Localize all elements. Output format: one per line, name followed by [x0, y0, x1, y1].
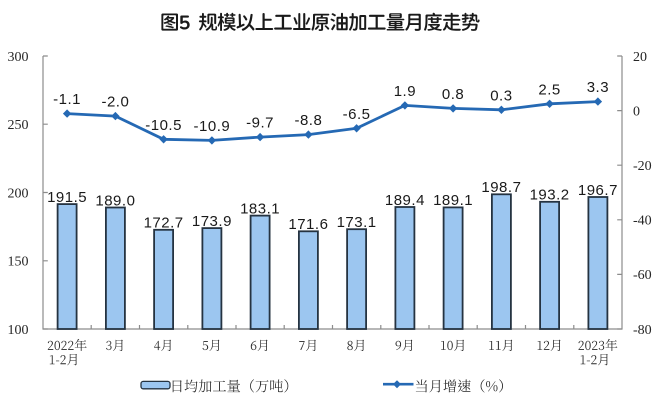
svg-text:173.9: 173.9: [192, 213, 232, 230]
svg-text:189.4: 189.4: [385, 192, 425, 209]
svg-text:100: 100: [8, 323, 29, 338]
svg-text:0: 0: [633, 104, 640, 119]
svg-text:-1.1: -1.1: [53, 91, 81, 108]
svg-text:198.7: 198.7: [481, 179, 521, 196]
svg-text:0.3: 0.3: [490, 87, 512, 104]
svg-text:-60: -60: [633, 268, 652, 283]
svg-text:-10.9: -10.9: [194, 118, 231, 135]
svg-text:150: 150: [8, 255, 29, 270]
svg-text:191.5: 191.5: [47, 189, 87, 206]
svg-text:-40: -40: [633, 214, 652, 229]
svg-text:196.7: 196.7: [578, 182, 618, 199]
svg-text:20: 20: [633, 50, 647, 65]
svg-text:-8.8: -8.8: [294, 112, 322, 129]
svg-text:-20: -20: [633, 159, 652, 174]
svg-text:3.3: 3.3: [587, 79, 609, 96]
svg-text:-2.0: -2.0: [101, 94, 129, 111]
svg-text:193.2: 193.2: [530, 187, 570, 204]
svg-text:171.6: 171.6: [288, 216, 328, 233]
svg-text:173.1: 173.1: [337, 214, 377, 231]
svg-text:250: 250: [8, 118, 29, 133]
svg-text:-9.7: -9.7: [246, 115, 274, 132]
svg-text:189.1: 189.1: [433, 192, 473, 209]
svg-text:189.0: 189.0: [95, 192, 135, 209]
svg-text:300: 300: [8, 50, 29, 65]
svg-text:183.1: 183.1: [240, 200, 280, 217]
svg-text:2.5: 2.5: [538, 81, 560, 98]
svg-text:0.8: 0.8: [442, 86, 464, 103]
svg-text:172.7: 172.7: [144, 215, 184, 232]
svg-text:-6.5: -6.5: [343, 106, 371, 123]
svg-text:-10.5: -10.5: [145, 117, 182, 134]
svg-text:-80: -80: [633, 323, 652, 338]
svg-text:200: 200: [8, 186, 29, 201]
svg-text:1.9: 1.9: [394, 83, 416, 100]
